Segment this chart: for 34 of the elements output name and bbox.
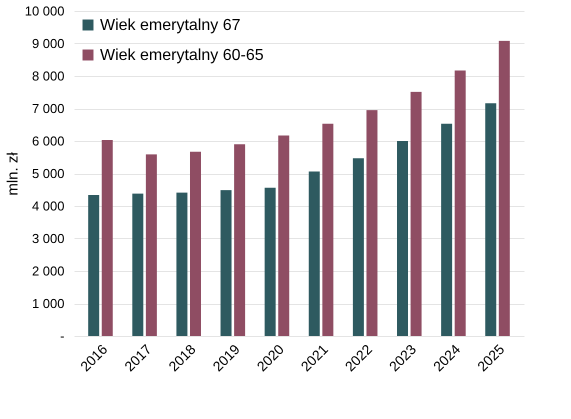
bar xyxy=(132,194,144,336)
y-tick-label: 7 000 xyxy=(32,101,64,116)
y-tick-label: 5 000 xyxy=(32,166,64,181)
bar xyxy=(264,188,276,336)
y-tick-label: 10 000 xyxy=(24,4,64,18)
legend-label: Wiek emerytalny 67 xyxy=(100,17,241,34)
bar xyxy=(366,110,378,336)
y-tick-label: - xyxy=(60,328,64,344)
bar xyxy=(485,103,496,336)
bar xyxy=(190,152,201,336)
bar xyxy=(234,144,246,336)
y-tick-label: 3 000 xyxy=(32,231,64,246)
bar xyxy=(88,194,100,336)
bar xyxy=(454,70,466,336)
bar xyxy=(410,92,422,336)
bar xyxy=(441,124,452,336)
bar xyxy=(498,40,510,336)
y-tick-label: 4 000 xyxy=(32,198,64,214)
bar xyxy=(352,158,364,336)
y-tick-label: 6 000 xyxy=(32,134,64,148)
bar xyxy=(220,190,232,336)
bar xyxy=(397,141,408,336)
bar xyxy=(102,140,113,336)
y-tick-label: 8 000 xyxy=(32,68,64,84)
bar xyxy=(146,154,157,336)
y-tick-label: 2 000 xyxy=(32,264,64,278)
y-tick-label: 1 000 xyxy=(32,296,64,311)
y-axis-title: mln. zł xyxy=(4,152,22,196)
bar xyxy=(322,124,334,336)
legend-label: Wiek emerytalny 60-65 xyxy=(100,47,264,64)
bar xyxy=(278,135,290,336)
y-tick-label: 9 000 xyxy=(32,36,64,51)
bar xyxy=(176,192,188,336)
bar xyxy=(308,172,320,336)
